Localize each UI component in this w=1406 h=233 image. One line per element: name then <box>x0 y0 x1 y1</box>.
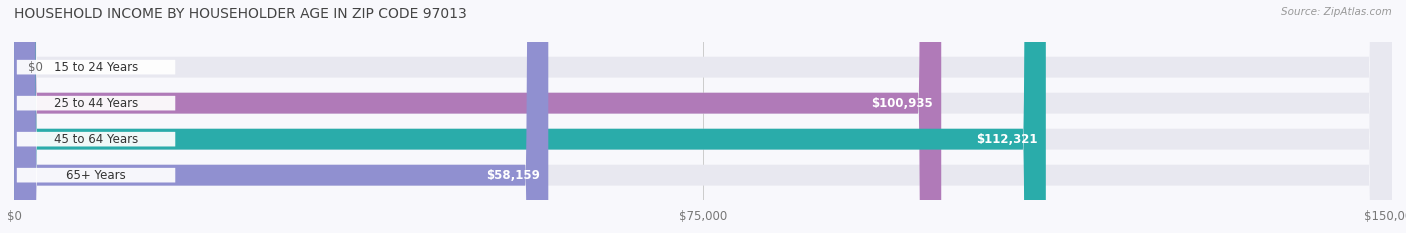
Text: $58,159: $58,159 <box>486 169 540 182</box>
Text: $112,321: $112,321 <box>976 133 1038 146</box>
FancyBboxPatch shape <box>14 0 1046 233</box>
Text: 65+ Years: 65+ Years <box>66 169 127 182</box>
Text: Source: ZipAtlas.com: Source: ZipAtlas.com <box>1281 7 1392 17</box>
FancyBboxPatch shape <box>14 0 1392 233</box>
FancyBboxPatch shape <box>17 132 176 147</box>
Text: $0: $0 <box>28 61 42 74</box>
FancyBboxPatch shape <box>17 96 176 110</box>
Text: 45 to 64 Years: 45 to 64 Years <box>53 133 138 146</box>
Text: 15 to 24 Years: 15 to 24 Years <box>53 61 138 74</box>
Text: HOUSEHOLD INCOME BY HOUSEHOLDER AGE IN ZIP CODE 97013: HOUSEHOLD INCOME BY HOUSEHOLDER AGE IN Z… <box>14 7 467 21</box>
Text: $100,935: $100,935 <box>872 97 934 110</box>
FancyBboxPatch shape <box>14 0 1392 233</box>
FancyBboxPatch shape <box>14 0 1392 233</box>
FancyBboxPatch shape <box>17 60 176 75</box>
FancyBboxPatch shape <box>14 0 548 233</box>
Text: 25 to 44 Years: 25 to 44 Years <box>53 97 138 110</box>
FancyBboxPatch shape <box>17 168 176 182</box>
FancyBboxPatch shape <box>14 0 941 233</box>
FancyBboxPatch shape <box>14 0 1392 233</box>
